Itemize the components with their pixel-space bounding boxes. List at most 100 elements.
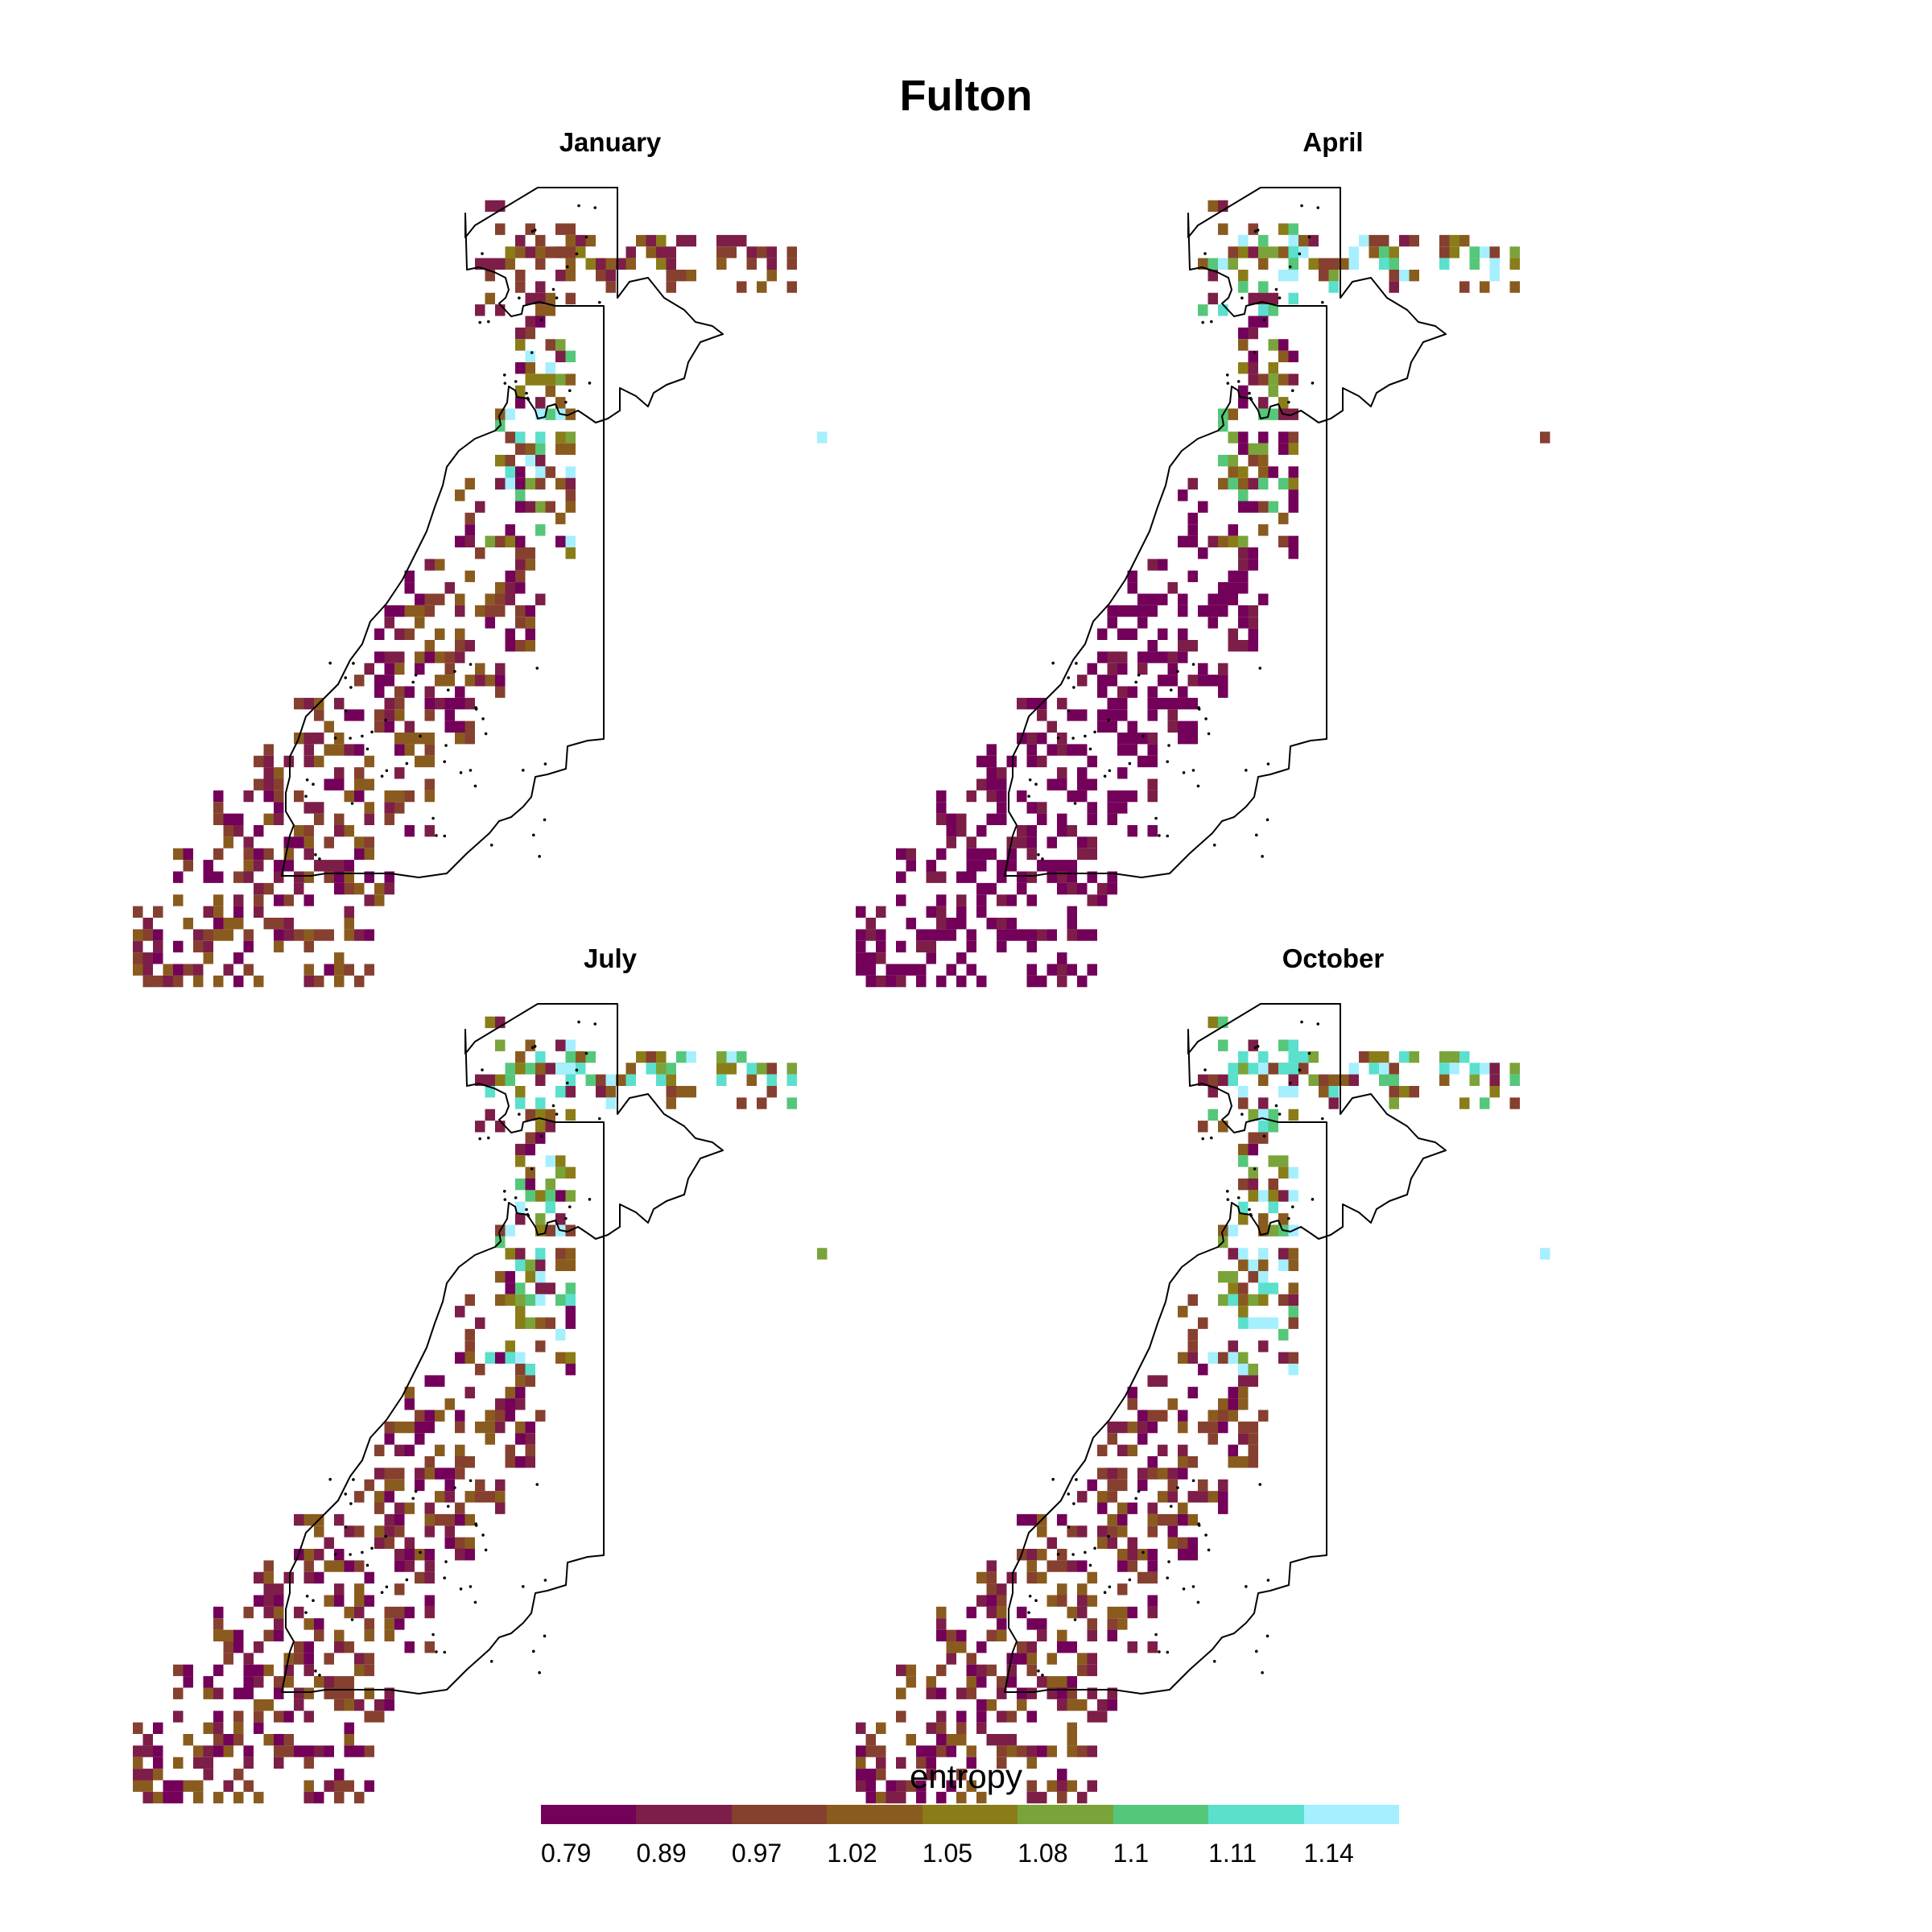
map-cell bbox=[1278, 1213, 1289, 1225]
map-cell bbox=[364, 1780, 374, 1792]
map-cell bbox=[1158, 628, 1168, 640]
map-cell bbox=[956, 825, 967, 837]
map-cell bbox=[1077, 1606, 1088, 1619]
map-cell bbox=[976, 1595, 987, 1607]
water-mark bbox=[453, 1486, 456, 1489]
map-cell bbox=[505, 628, 515, 640]
map-cell bbox=[1107, 720, 1117, 733]
water-mark bbox=[1241, 1113, 1244, 1117]
map-cell bbox=[254, 1664, 264, 1677]
map-cell bbox=[865, 1791, 876, 1804]
map-cell bbox=[1278, 350, 1289, 362]
water-mark bbox=[1167, 744, 1170, 747]
map-cell bbox=[424, 1513, 435, 1526]
map-cell bbox=[142, 1734, 153, 1746]
map-cell bbox=[384, 697, 394, 710]
map-cell bbox=[916, 1791, 927, 1804]
map-cell bbox=[233, 1722, 244, 1734]
map-cell bbox=[1107, 813, 1117, 825]
water-mark bbox=[446, 688, 450, 691]
map-cell bbox=[1439, 1074, 1450, 1086]
map-cell bbox=[726, 1051, 737, 1063]
map-cell bbox=[1218, 1294, 1228, 1307]
map-cell bbox=[757, 1097, 767, 1109]
map-cell bbox=[986, 790, 997, 803]
map-cell bbox=[605, 281, 616, 293]
map-cell bbox=[1228, 1282, 1238, 1294]
map-cell bbox=[435, 1468, 445, 1480]
water-mark bbox=[1158, 1650, 1161, 1653]
map-cell bbox=[1238, 477, 1249, 490]
map-cell bbox=[495, 1398, 506, 1410]
map-cell bbox=[444, 663, 455, 675]
map-cell bbox=[1037, 1629, 1047, 1641]
map-cell bbox=[424, 1560, 435, 1572]
map-cell bbox=[1268, 466, 1278, 478]
map-cell bbox=[1137, 1410, 1148, 1422]
map-cell bbox=[1268, 1190, 1278, 1202]
map-cell bbox=[344, 929, 354, 941]
map-cell bbox=[946, 964, 956, 976]
map-cell bbox=[1037, 1745, 1047, 1757]
map-cell bbox=[384, 1468, 394, 1480]
map-cell bbox=[1077, 1525, 1088, 1538]
water-mark bbox=[1249, 398, 1253, 401]
map-cell bbox=[1288, 350, 1298, 362]
water-mark bbox=[593, 206, 597, 209]
map-cell bbox=[997, 790, 1007, 803]
map-cell bbox=[726, 246, 737, 258]
map-cell bbox=[243, 848, 254, 861]
map-cell bbox=[394, 1606, 405, 1619]
map-cell bbox=[435, 628, 445, 640]
map-cell bbox=[283, 755, 294, 768]
map-cell bbox=[1026, 1711, 1037, 1723]
map-cell bbox=[354, 744, 365, 756]
map-cell bbox=[555, 374, 566, 386]
map-cell bbox=[886, 964, 896, 976]
map-cell bbox=[213, 802, 224, 814]
water-mark bbox=[1262, 1134, 1266, 1138]
map-cell bbox=[364, 1687, 374, 1699]
map-cell bbox=[1268, 339, 1278, 351]
map-cell bbox=[354, 778, 365, 791]
map-cell bbox=[986, 1606, 997, 1619]
map-cell bbox=[1248, 362, 1258, 374]
map-cell bbox=[565, 477, 576, 490]
map-cell bbox=[223, 836, 233, 848]
map-cell bbox=[203, 1676, 213, 1688]
map-cell bbox=[1439, 1051, 1450, 1063]
map-cell bbox=[1218, 1039, 1228, 1051]
map-cell bbox=[1067, 860, 1077, 872]
map-cell bbox=[1389, 1086, 1399, 1098]
map-cell bbox=[303, 1664, 314, 1677]
map-cell bbox=[997, 1676, 1007, 1688]
water-mark bbox=[1300, 204, 1303, 208]
map-cell bbox=[1278, 1328, 1289, 1341]
map-cell bbox=[1057, 964, 1067, 976]
map-cell bbox=[1268, 408, 1278, 420]
map-cell bbox=[1037, 709, 1047, 721]
map-cell bbox=[966, 790, 976, 803]
map-cell bbox=[1097, 686, 1108, 698]
water-mark bbox=[531, 833, 535, 837]
map-cell bbox=[435, 1410, 445, 1422]
water-mark bbox=[328, 1477, 332, 1481]
map-cell bbox=[274, 894, 284, 906]
map-cell bbox=[1278, 339, 1289, 351]
map-cell bbox=[324, 1676, 334, 1688]
map-cell bbox=[455, 489, 465, 502]
map-cell bbox=[213, 1606, 224, 1619]
map-cell bbox=[916, 940, 927, 953]
map-cell bbox=[1278, 1063, 1289, 1075]
map-cell bbox=[495, 535, 506, 547]
map-cell bbox=[1067, 1641, 1077, 1653]
map-cell bbox=[334, 1595, 345, 1607]
map-cell bbox=[515, 270, 526, 282]
water-mark bbox=[1169, 1505, 1173, 1508]
map-cell bbox=[555, 1352, 566, 1364]
map-cell bbox=[1228, 535, 1238, 547]
map-cell bbox=[233, 975, 244, 988]
water-mark bbox=[531, 1649, 535, 1653]
map-cell bbox=[233, 825, 244, 837]
map-cell bbox=[1026, 733, 1037, 745]
